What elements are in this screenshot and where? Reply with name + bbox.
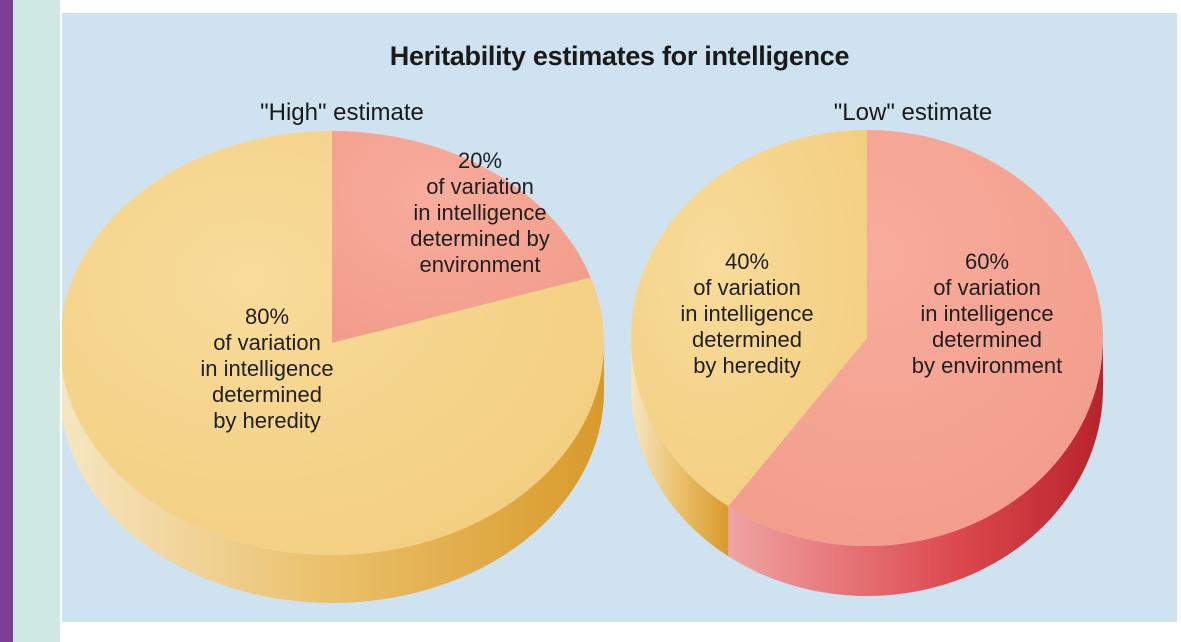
high-estimate-subtitle: "High" estimate [260, 99, 424, 126]
figure-panel: Heritability estimates for intelligence … [60, 0, 1181, 642]
pie1-slice2-label: 80% of variation in intelligence determined… [200, 304, 333, 433]
low-estimate-subtitle: "Low" estimate [833, 99, 993, 126]
chart-box: Heritability estimates for intelligence … [62, 13, 1177, 622]
pie2-slice2-label: 40% of variation in intelligence determined… [680, 249, 813, 378]
pie2-slice2-side [631, 338, 729, 557]
chart-title: Heritability estimates for intelligence [389, 41, 850, 71]
pie2-slice1-side [728, 338, 1103, 596]
pie-charts: 20% of variation in intelligence determined… [62, 130, 1103, 603]
pie1-slice2 [62, 131, 604, 555]
pie1-slice2-side [62, 343, 604, 603]
pie1-slice1-label: 20% of variation in intelligence determined… [410, 148, 549, 277]
pie1-slice1 [332, 131, 591, 343]
pie2-slice1 [728, 130, 1103, 546]
sidebar-strip [13, 0, 60, 642]
accent-bar [0, 0, 13, 642]
pie2-slice2 [630, 130, 867, 507]
pie2-slice1-label: 60% of variation in intelligence determined… [912, 249, 1062, 378]
